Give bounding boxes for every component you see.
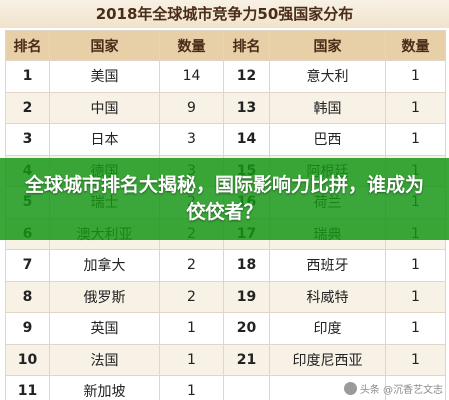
table-row: 2 中国 9 13 韩国 1 xyxy=(5,91,446,124)
rank-cell: 7 xyxy=(5,249,50,282)
rank-cell: 1 xyxy=(5,60,50,93)
count-cell: 1 xyxy=(385,91,446,124)
table-header-row: 排名 国家 数量 排名 国家 数量 xyxy=(5,30,446,61)
count-cell: 2 xyxy=(159,280,224,313)
rank-cell: 18 xyxy=(223,249,270,282)
country-cell: 日本 xyxy=(49,123,160,156)
count-cell: 1 xyxy=(385,343,446,376)
headline-banner: 全球城市排名大揭秘，国际影响力比拼，谁成为佼佼者？ xyxy=(0,158,449,240)
count-cell: 1 xyxy=(159,375,224,400)
count-cell: 9 xyxy=(159,91,224,124)
country-cell: 西班牙 xyxy=(269,249,386,282)
rank-cell: 11 xyxy=(5,375,50,400)
country-cell: 巴西 xyxy=(269,123,386,156)
rank-cell: 2 xyxy=(5,91,50,124)
count-cell: 1 xyxy=(385,312,446,345)
watermark-text: 头条 @沉香艺文志 xyxy=(359,385,443,396)
rank-cell: 10 xyxy=(5,343,50,376)
header-rank: 排名 xyxy=(223,30,270,61)
rank-cell: 19 xyxy=(223,280,270,313)
toutiao-logo-icon xyxy=(343,382,357,395)
table-title: 2018年全球城市竞争力50强国家分布 xyxy=(0,0,449,28)
table-row: 9 英国 1 20 印度 1 xyxy=(5,312,446,345)
country-cell: 意大利 xyxy=(269,60,386,93)
rank-cell: 12 xyxy=(223,60,270,93)
header-count: 数量 xyxy=(385,30,446,61)
country-cell: 法国 xyxy=(49,343,160,376)
table-row: 1 美国 14 12 意大利 1 xyxy=(5,60,446,93)
count-cell: 3 xyxy=(159,123,224,156)
country-cell: 加拿大 xyxy=(49,249,160,282)
header-count: 数量 xyxy=(159,30,224,61)
rank-cell: 9 xyxy=(5,312,50,345)
rank-cell xyxy=(223,375,270,400)
count-cell: 2 xyxy=(159,249,224,282)
watermark: 头条 @沉香艺文志 xyxy=(343,381,443,396)
rank-cell: 3 xyxy=(5,123,50,156)
header-country: 国家 xyxy=(49,30,160,61)
rank-cell: 21 xyxy=(223,343,270,376)
count-cell: 1 xyxy=(159,312,224,345)
rank-cell: 8 xyxy=(5,280,50,313)
country-cell: 印度 xyxy=(269,312,386,345)
country-cell: 新加坡 xyxy=(49,375,160,400)
rank-cell: 13 xyxy=(223,91,270,124)
country-cell: 印度尼西亚 xyxy=(269,343,386,376)
rank-cell: 20 xyxy=(223,312,270,345)
table-row: 7 加拿大 2 18 西班牙 1 xyxy=(5,249,446,282)
country-cell: 韩国 xyxy=(269,91,386,124)
rank-cell: 14 xyxy=(223,123,270,156)
country-cell: 英国 xyxy=(49,312,160,345)
count-cell: 1 xyxy=(385,60,446,93)
count-cell: 1 xyxy=(385,280,446,313)
count-cell: 1 xyxy=(385,123,446,156)
table-row: 11 新加坡 1 xyxy=(5,375,446,400)
count-cell xyxy=(385,375,446,400)
country-cell xyxy=(269,375,386,400)
table-row: 8 俄罗斯 2 19 科威特 1 xyxy=(5,280,446,313)
table-row: 10 法国 1 21 印度尼西亚 1 xyxy=(5,343,446,376)
country-cell: 美国 xyxy=(49,60,160,93)
header-rank: 排名 xyxy=(5,30,50,61)
header-country: 国家 xyxy=(269,30,386,61)
count-cell: 1 xyxy=(385,249,446,282)
headline-text: 全球城市排名大揭秘，国际影响力比拼，谁成为佼佼者？ xyxy=(24,174,424,223)
country-cell: 中国 xyxy=(49,91,160,124)
count-cell: 1 xyxy=(159,343,224,376)
country-cell: 科威特 xyxy=(269,280,386,313)
table-row: 3 日本 3 14 巴西 1 xyxy=(5,123,446,156)
country-cell: 俄罗斯 xyxy=(49,280,160,313)
count-cell: 14 xyxy=(159,60,224,93)
